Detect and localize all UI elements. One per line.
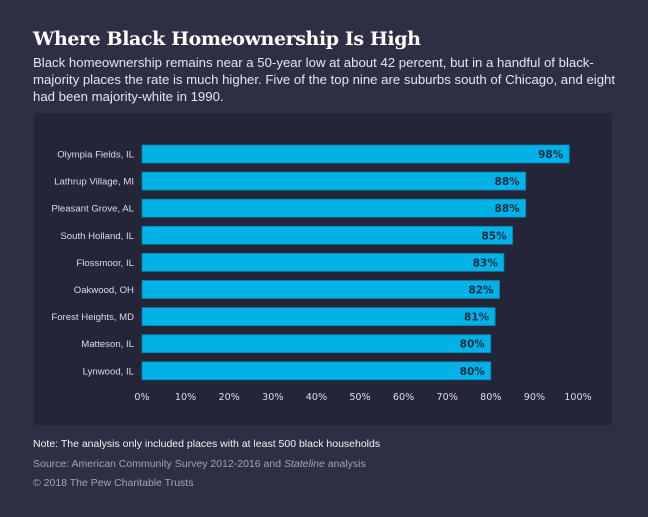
category-label: Pleasant Grove, AL xyxy=(51,204,134,215)
x-tick-label: 30% xyxy=(262,392,283,403)
source-prefix: Source: American Community Survey 2012-2… xyxy=(33,458,284,470)
chart-copyright: © 2018 The Pew Charitable Trusts xyxy=(33,477,194,489)
category-label: South Holland, IL xyxy=(60,231,134,242)
chart-title: Where Black Homeownership Is High xyxy=(33,28,421,50)
value-label: 81% xyxy=(464,312,490,324)
value-label: 80% xyxy=(460,366,486,378)
category-labels: Olympia Fields, IL Lathrup Village, MI Ple… xyxy=(51,150,134,378)
x-tick-label: 80% xyxy=(480,392,501,403)
bar xyxy=(141,280,500,299)
bar xyxy=(141,361,492,381)
value-label: 83% xyxy=(473,257,499,269)
x-tick-label: 60% xyxy=(393,392,414,403)
x-axis-tick-labels: 0% 10% 20% 30% 40% 50% 60% 70% 80% 90% 100% xyxy=(134,392,591,403)
x-tick-label: 0% xyxy=(134,392,149,403)
category-label: Olympia Fields, IL xyxy=(57,150,134,161)
bar xyxy=(141,252,505,272)
bar xyxy=(141,334,492,354)
value-label: 80% xyxy=(460,339,486,351)
x-tick-label: 10% xyxy=(175,392,196,403)
bar xyxy=(141,307,496,327)
x-tick-label: 70% xyxy=(437,392,458,403)
x-tick-label: 20% xyxy=(219,392,240,403)
value-label: 98% xyxy=(538,149,564,161)
x-tick-label: 100% xyxy=(564,392,591,403)
value-label: 82% xyxy=(468,285,494,297)
bar xyxy=(141,225,514,245)
value-label: 88% xyxy=(495,176,521,188)
bar xyxy=(141,144,570,164)
value-label: 88% xyxy=(495,203,521,215)
category-label: Forest Heights, MD xyxy=(51,312,134,323)
x-tick-label: 40% xyxy=(306,392,327,403)
chart-subtitle: Black homeownership remains near a 50-ye… xyxy=(33,55,616,104)
category-label: Lathrup Village, MI xyxy=(54,177,134,188)
category-label: Oakwood, OH xyxy=(74,285,134,296)
value-label: 85% xyxy=(481,230,507,242)
x-tick-label: 50% xyxy=(349,392,370,403)
source-suffix: analysis xyxy=(324,458,366,470)
x-tick-label: 90% xyxy=(524,392,545,403)
bar xyxy=(141,171,527,191)
chart-note: Note: The analysis only included places … xyxy=(33,438,381,450)
bars-group xyxy=(141,144,570,381)
source-italic: Stateline xyxy=(283,458,325,470)
category-label: Lynwood, IL xyxy=(83,366,135,377)
bar xyxy=(141,198,527,218)
category-label: Matteson, IL xyxy=(81,339,134,350)
category-label: Flossmoor, IL xyxy=(76,258,134,269)
chart-source: Source: American Community Survey 2012-2… xyxy=(33,458,366,470)
value-labels: 98% 88% 88% 85% 83% 82% 81% 80% 80% xyxy=(460,149,564,378)
